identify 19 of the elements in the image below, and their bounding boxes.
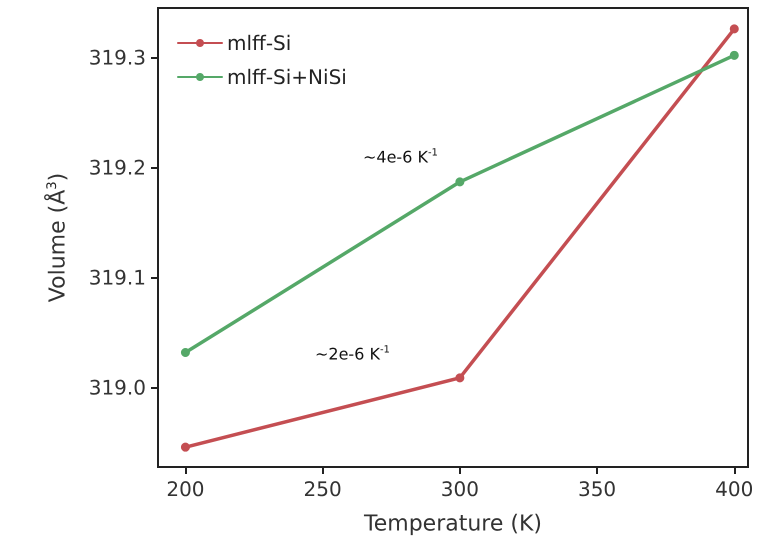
x-tick-label: 200: [166, 477, 205, 501]
y-tick-label: 319.1: [88, 266, 146, 290]
y-axis-title: Volume (Å3): [44, 172, 70, 302]
point: [180, 348, 190, 358]
x-tick-label: 350: [578, 477, 616, 501]
point: [455, 373, 464, 382]
legend-label: mlff-Si+NiSi: [227, 65, 347, 89]
point: [730, 50, 739, 60]
x-tick-label: 300: [440, 477, 479, 501]
x-tick-label: 250: [304, 477, 342, 501]
legend-label: mlff-Si: [227, 31, 292, 55]
x-axis-title: Temperature (K): [363, 512, 542, 536]
y-tick-label: 319.2: [88, 156, 146, 180]
point: [730, 24, 739, 34]
point: [180, 442, 190, 452]
y-tick-label: 319.0: [88, 376, 146, 400]
y-tick-label: 319.3: [88, 46, 146, 70]
x-tick-label: 400: [715, 477, 754, 501]
point: [455, 177, 464, 186]
